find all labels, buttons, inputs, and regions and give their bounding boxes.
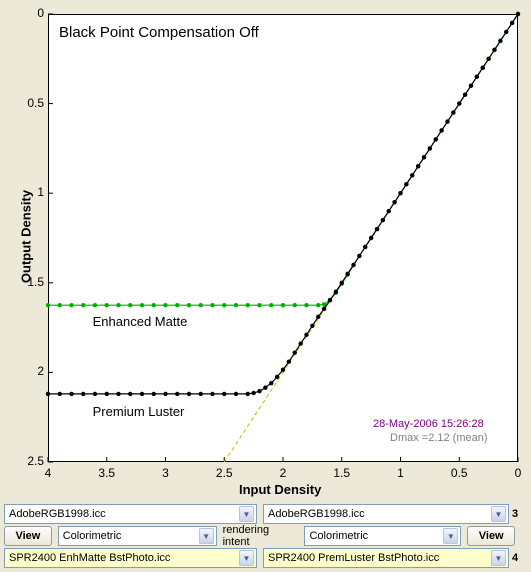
y-tick-label: 1 <box>20 185 44 199</box>
series-label-premium-luster: Premium Luster <box>93 404 185 419</box>
y-tick-label: 2.5 <box>20 454 44 468</box>
dropdown-value: SPR2400 PremLuster BstPhoto.icc <box>268 552 439 564</box>
column-number-4: 4 <box>509 552 521 564</box>
chevron-down-icon: ▼ <box>199 528 214 544</box>
view-button-left[interactable]: View <box>4 526 52 546</box>
dropdown-value: AdobeRGB1998.icc <box>268 508 365 520</box>
chevron-down-icon: ▼ <box>443 528 458 544</box>
left-intent-dropdown[interactable]: Colorimetric ▼ <box>58 526 217 546</box>
dropdown-value: Colorimetric <box>63 530 122 542</box>
dropdown-value: SPR2400 EnhMatte BstPhoto.icc <box>9 552 170 564</box>
chevron-down-icon: ▼ <box>491 506 506 522</box>
x-tick-label: 0.5 <box>449 466 469 480</box>
y-tick-label: 0.5 <box>20 96 44 110</box>
chart-title: Black Point Compensation Off <box>59 24 259 41</box>
right-source-profile-dropdown[interactable]: AdobeRGB1998.icc ▼ <box>263 504 509 524</box>
right-intent-dropdown[interactable]: Colorimetric ▼ <box>304 526 461 546</box>
x-tick-label: 2.5 <box>214 466 234 480</box>
y-tick-label: 0 <box>20 6 44 20</box>
series-label-enhanced-matte: Enhanced Matte <box>93 314 188 329</box>
left-output-profile-dropdown[interactable]: SPR2400 EnhMatte BstPhoto.icc ▼ <box>4 548 257 568</box>
left-source-profile-dropdown[interactable]: AdobeRGB1998.icc ▼ <box>4 504 257 524</box>
x-tick-label: 1 <box>391 466 411 480</box>
chevron-down-icon: ▼ <box>491 550 506 566</box>
x-tick-label: 2 <box>273 466 293 480</box>
dropdown-value: AdobeRGB1998.icc <box>9 508 106 520</box>
right-output-profile-dropdown[interactable]: SPR2400 PremLuster BstPhoto.icc ▼ <box>263 548 509 568</box>
x-tick-label: 3 <box>156 466 176 480</box>
controls-panel: AdobeRGB1998.icc ▼ AdobeRGB1998.icc ▼ 3 … <box>4 504 527 568</box>
x-tick-label: 4 <box>38 466 58 480</box>
column-number-3: 3 <box>509 508 521 520</box>
dropdown-value: Colorimetric <box>309 530 368 542</box>
x-tick-label: 3.5 <box>97 466 117 480</box>
x-tick-label: 1.5 <box>332 466 352 480</box>
chevron-down-icon: ▼ <box>239 550 254 566</box>
x-axis-label: Input Density <box>239 482 321 497</box>
x-tick-label: 0 <box>508 466 528 480</box>
dmax-text: Dmax =2.12 (mean) <box>390 432 488 444</box>
timestamp-text: 28-May-2006 15:26:28 <box>373 418 484 430</box>
chevron-down-icon: ▼ <box>239 506 254 522</box>
view-button-right[interactable]: View <box>467 526 515 546</box>
rendering-intent-label: rendering intent <box>217 524 305 548</box>
y-tick-label: 2 <box>20 364 44 378</box>
y-tick-label: 1.5 <box>20 275 44 289</box>
chart-panel: Output Density Input Density Black Point… <box>4 4 527 502</box>
y-axis-label: Output Density <box>19 187 34 287</box>
